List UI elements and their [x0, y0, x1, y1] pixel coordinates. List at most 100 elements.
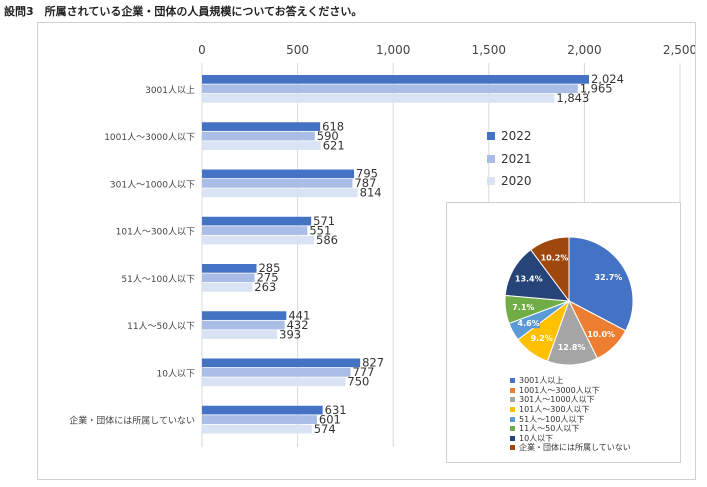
category-label: 11人～50人以下	[127, 321, 195, 332]
pie-legend-item: 10人以下	[510, 434, 631, 444]
data-label: 777	[353, 365, 375, 379]
legend-label: 10人以下	[519, 433, 554, 443]
data-label: 621	[323, 138, 345, 152]
data-label: 441	[288, 308, 310, 322]
bar-2021	[202, 320, 285, 330]
x-tick-label: 2,500	[663, 43, 695, 57]
category-label: 1001人～3000人以下	[104, 132, 195, 143]
pie-legend-item: 3001人以上	[510, 376, 631, 386]
data-label: 551	[309, 223, 331, 237]
pie-chart: 32.7% 10.0%12.8% 9.2% 4.6% 7.1% 13.4% 10.2%	[504, 236, 634, 366]
data-label: 1,965	[580, 82, 613, 96]
data-label: 263	[254, 280, 276, 294]
x-tick-label: 1,500	[472, 43, 506, 57]
bar-2021	[202, 368, 351, 377]
pie-value-label: 9.2%	[531, 334, 553, 343]
bar-2020	[202, 283, 253, 292]
category-label: 企業・団体には所属していない	[69, 415, 195, 427]
x-tick-label: 2,000	[567, 43, 601, 57]
data-label: 574	[314, 422, 336, 436]
bar-legend-item: 2021	[487, 148, 532, 171]
bar-2022	[202, 405, 323, 415]
pie-label-bg	[514, 272, 543, 284]
bar-chart: 0 500 1,000 1,500 2,000 2,500 3001人以上 2,0241,96…	[69, 43, 695, 447]
bar-2022	[202, 169, 355, 179]
category-label: 10人以下	[157, 368, 195, 379]
bar-2022	[202, 358, 361, 368]
category-label: 301人～1000人以下	[110, 179, 195, 190]
pie-legend-item: 51人～100人以下	[510, 414, 631, 424]
legend-label: 2021	[501, 151, 532, 166]
pie-value-label: 10.2%	[541, 253, 569, 262]
pie-label-bg	[517, 317, 541, 329]
data-label: 787	[354, 176, 376, 190]
data-label: 618	[322, 119, 344, 133]
data-label: 827	[362, 356, 384, 370]
category-label: 3001人以上	[145, 85, 195, 96]
pie-label-bg	[557, 341, 586, 353]
pie-legend: 3001人以上 1001人～3000人以下 301人～1000人以下 101人～300…	[510, 376, 631, 453]
legend-swatch	[487, 132, 495, 141]
bar-2022	[202, 122, 321, 131]
data-label: 571	[313, 214, 335, 228]
data-label: 2,024	[591, 72, 624, 86]
data-label: 601	[319, 412, 341, 426]
data-label: 393	[279, 327, 301, 341]
data-label: 590	[317, 129, 339, 143]
pie-legend-item: 企業・団体には所属していない	[510, 443, 631, 453]
pie-legend-item: 301人～1000人以下	[510, 395, 631, 405]
data-label: 631	[325, 403, 347, 417]
pie-label-bg	[587, 327, 616, 339]
data-label: 586	[316, 233, 338, 247]
x-tick-label: 500	[286, 43, 309, 57]
legend-label: 2022	[501, 129, 532, 144]
category-label: 101人～300人以下	[116, 227, 195, 238]
bar-2021	[202, 131, 315, 141]
pie-label-bg	[511, 301, 535, 313]
legend-label: 2020	[501, 174, 532, 189]
legend-swatch	[510, 416, 515, 422]
bar-2020	[202, 94, 555, 103]
bar-2021	[202, 84, 578, 94]
data-label: 750	[347, 375, 369, 389]
pie-slice	[568, 236, 634, 332]
x-tick-label: 1,000	[376, 43, 410, 57]
bar-2020	[202, 377, 346, 387]
data-label: 275	[257, 271, 279, 285]
legend-label: 301人～1000人以下	[519, 395, 595, 405]
bar-2021	[202, 415, 317, 424]
pie-value-label: 32.7%	[595, 273, 623, 282]
legend-swatch	[487, 177, 495, 186]
x-tick-label: 0	[198, 43, 206, 57]
legend-label: 1001人～3000人以下	[519, 385, 600, 395]
legend-label: 101人～300人以下	[519, 405, 590, 415]
pie-label-bg	[540, 251, 569, 263]
bar-2022	[202, 311, 287, 320]
data-label: 795	[356, 167, 378, 181]
pie-legend-item: 11人～50人以下	[510, 424, 631, 434]
pie-value-label: 13.4%	[515, 275, 543, 284]
pie-value-label: 12.8%	[558, 343, 586, 352]
pie-value-label: 10.0%	[587, 330, 615, 339]
data-label: 432	[287, 318, 309, 332]
pie-value-label: 7.1%	[512, 303, 534, 312]
pie-legend-item: 101人～300人以下	[510, 405, 631, 415]
page-title: 設問3 所属されている企業・団体の人員規模についてお答えください。	[4, 5, 363, 18]
bar-2022	[202, 216, 312, 226]
data-label: 814	[360, 186, 382, 200]
legend-swatch	[510, 435, 515, 441]
bar-2021	[202, 226, 308, 235]
bar-2020	[202, 141, 321, 150]
bar-legend-item: 2020	[487, 170, 532, 193]
data-label: 1,843	[556, 91, 589, 105]
legend-swatch	[510, 378, 515, 384]
legend-swatch	[510, 426, 515, 432]
pie-label-bg	[594, 271, 623, 283]
pie-chart-frame: 32.7% 10.0% 12.8% 9.2% 4.6% 7.1% 13.4% 10.2% 30…	[446, 202, 681, 463]
bar-2020	[202, 188, 358, 198]
bar-legend-item: 2022	[487, 125, 532, 148]
bar-2020	[202, 235, 315, 245]
bar-2022	[202, 264, 257, 273]
bar-legend: 2022 2021 2020	[487, 125, 532, 193]
bar-2021	[202, 179, 353, 188]
